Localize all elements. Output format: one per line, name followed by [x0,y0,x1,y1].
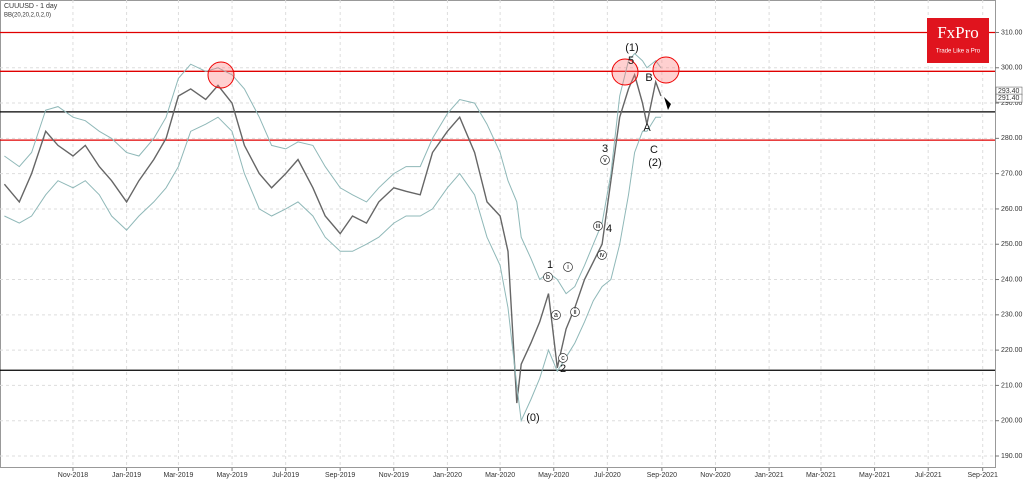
wave-label: B [645,72,652,84]
wave-label: c [561,355,565,362]
y-tick-label: 220.00 [1001,347,1023,354]
x-tick-label: Mar-2021 [806,472,836,479]
band-line [4,52,662,295]
wave-circle [563,262,573,272]
logo: FxPro [937,23,979,42]
y-tick-label: 310.00 [1001,29,1023,36]
wave-label: C [650,144,658,156]
y-tick-label: 240.00 [1001,276,1023,283]
y-tick-label: 250.00 [1001,241,1023,248]
wave-label: 3 [602,143,608,155]
price-tag-label: 291.40 [998,95,1020,102]
y-tick-label: 210.00 [1001,382,1023,389]
x-tick-label: Jul-2020 [594,472,621,479]
x-tick-label: May-2020 [538,472,569,479]
logo-box [927,18,989,63]
y-tick-label: 300.00 [1001,65,1023,72]
x-tick-label: Mar-2019 [163,472,193,479]
x-tick-label: Jan-2021 [755,472,784,479]
y-tick-label: 270.00 [1001,170,1023,177]
y-tick-label: 290.00 [1001,100,1023,107]
wave-label: (1) [625,42,638,54]
x-tick-label: Nov-2020 [700,472,730,479]
x-tick-label: Sep-2021 [968,472,998,479]
y-tick-label: 190.00 [1001,453,1023,460]
wave-label: a [554,312,558,319]
price-tag-label: 293.40 [998,88,1020,95]
x-tick-label: May-2019 [216,472,247,479]
x-tick-label: Jan-2019 [112,472,141,479]
wave-label: 4 [606,223,612,235]
wave-circle [558,353,568,363]
highlight-circle [611,58,639,86]
chart-title: CUUUSD - 1 day [4,3,58,10]
x-tick-label: Nov-2019 [379,472,409,479]
highlight-circle [652,56,680,84]
wave-circle [597,250,607,260]
logo-tagline: Trade Like a Pro [936,49,981,55]
arrow [664,97,671,110]
price-tag [995,93,1023,103]
wave-label: 2 [560,363,566,375]
wave-label: A [643,122,651,134]
wave-label: (0) [526,412,539,424]
wave-circle [570,307,580,317]
wave-label: v [603,157,607,164]
wave-circle [551,310,561,320]
x-tick-label: Sep-2020 [647,472,677,479]
wave-label: 5 [628,55,634,67]
y-tick-label: 280.00 [1001,135,1023,142]
x-tick-label: Jan-2020 [433,472,462,479]
price-line [3,72,662,404]
wave-label: 1 [547,259,553,271]
wave-label: (2) [648,157,661,169]
y-tick-label: 230.00 [1001,312,1023,319]
wave-label: iii [596,223,601,230]
wave-circle [593,221,603,231]
x-tick-label: Jul-2021 [915,472,942,479]
chart-subtitle: BB(20,20,2,0,2,0) [4,13,51,19]
wave-circle [600,155,610,165]
y-tick-label: 260.00 [1001,206,1023,213]
plot-frame [0,0,996,468]
x-tick-label: Sep-2019 [325,472,355,479]
wave-label: i [567,264,569,271]
y-tick-label: 200.00 [1001,418,1023,425]
x-tick-label: Jul-2019 [272,472,299,479]
x-tick-label: Nov-2018 [58,472,88,479]
band-line [4,116,661,423]
x-tick-label: May-2021 [859,472,890,479]
wave-circle [543,272,553,282]
wave-label: ii [573,309,577,316]
wave-label: iv [599,252,605,259]
x-tick-label: Mar-2020 [485,472,515,479]
highlight-circle [207,61,235,89]
wave-label: b [546,274,550,281]
